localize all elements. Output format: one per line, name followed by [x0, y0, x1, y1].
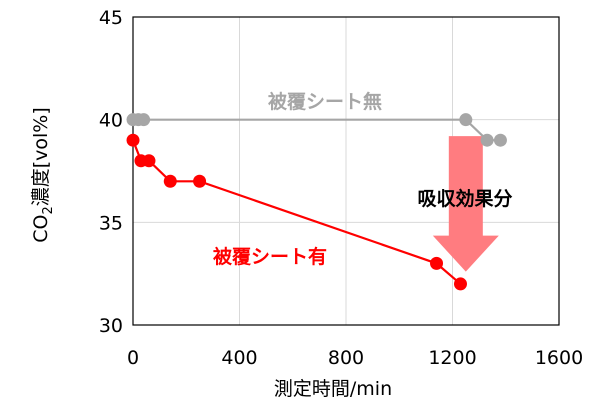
series-label-covered: 被覆シート有 — [213, 245, 327, 268]
plot-frame — [132, 16, 560, 326]
gridlines — [133, 17, 559, 325]
data-point — [142, 154, 156, 168]
y-axis-title-suffix: 濃度[vol%] — [30, 107, 52, 206]
data-point — [163, 174, 177, 188]
x-tick-label: 1600 — [535, 347, 583, 369]
data-point — [493, 133, 507, 147]
y-axis-title-prefix: CO — [30, 215, 52, 243]
y-axis-title: CO2濃度[vol%] — [30, 107, 56, 243]
x-tick-label: 0 — [127, 347, 139, 369]
absorption-arrow — [432, 136, 499, 272]
y-tick-label: 35 — [99, 212, 123, 234]
data-point — [480, 133, 494, 147]
series-covered — [126, 133, 467, 291]
series-line — [133, 118, 501, 142]
plot-border — [132, 16, 560, 326]
annotation-absorption-effect: 吸収効果分 — [417, 187, 512, 210]
y-tick-label: 40 — [99, 110, 123, 132]
data-point — [459, 113, 473, 127]
y-tick-label: 45 — [99, 7, 123, 29]
x-tick-label: 400 — [221, 347, 257, 369]
data-point — [137, 113, 151, 127]
absorption-arrow-shape — [432, 136, 499, 272]
data-point — [193, 174, 207, 188]
y-tick-labels: 30 35 40 45 — [99, 7, 123, 337]
x-tick-labels: 0 400 800 1200 1600 — [127, 347, 583, 369]
series-uncovered — [126, 113, 507, 147]
x-tick-label: 1200 — [428, 347, 476, 369]
y-tick-label: 30 — [99, 315, 123, 337]
x-tick-label: 800 — [328, 347, 364, 369]
y-axis-title-subscript: 2 — [41, 206, 56, 214]
data-point — [126, 133, 140, 147]
data-point — [430, 256, 444, 270]
x-axis-title: 測定時間/min — [274, 378, 392, 400]
series-label-uncovered: 被覆シート無 — [268, 90, 382, 113]
series-layer — [126, 113, 507, 291]
data-point — [453, 277, 467, 291]
